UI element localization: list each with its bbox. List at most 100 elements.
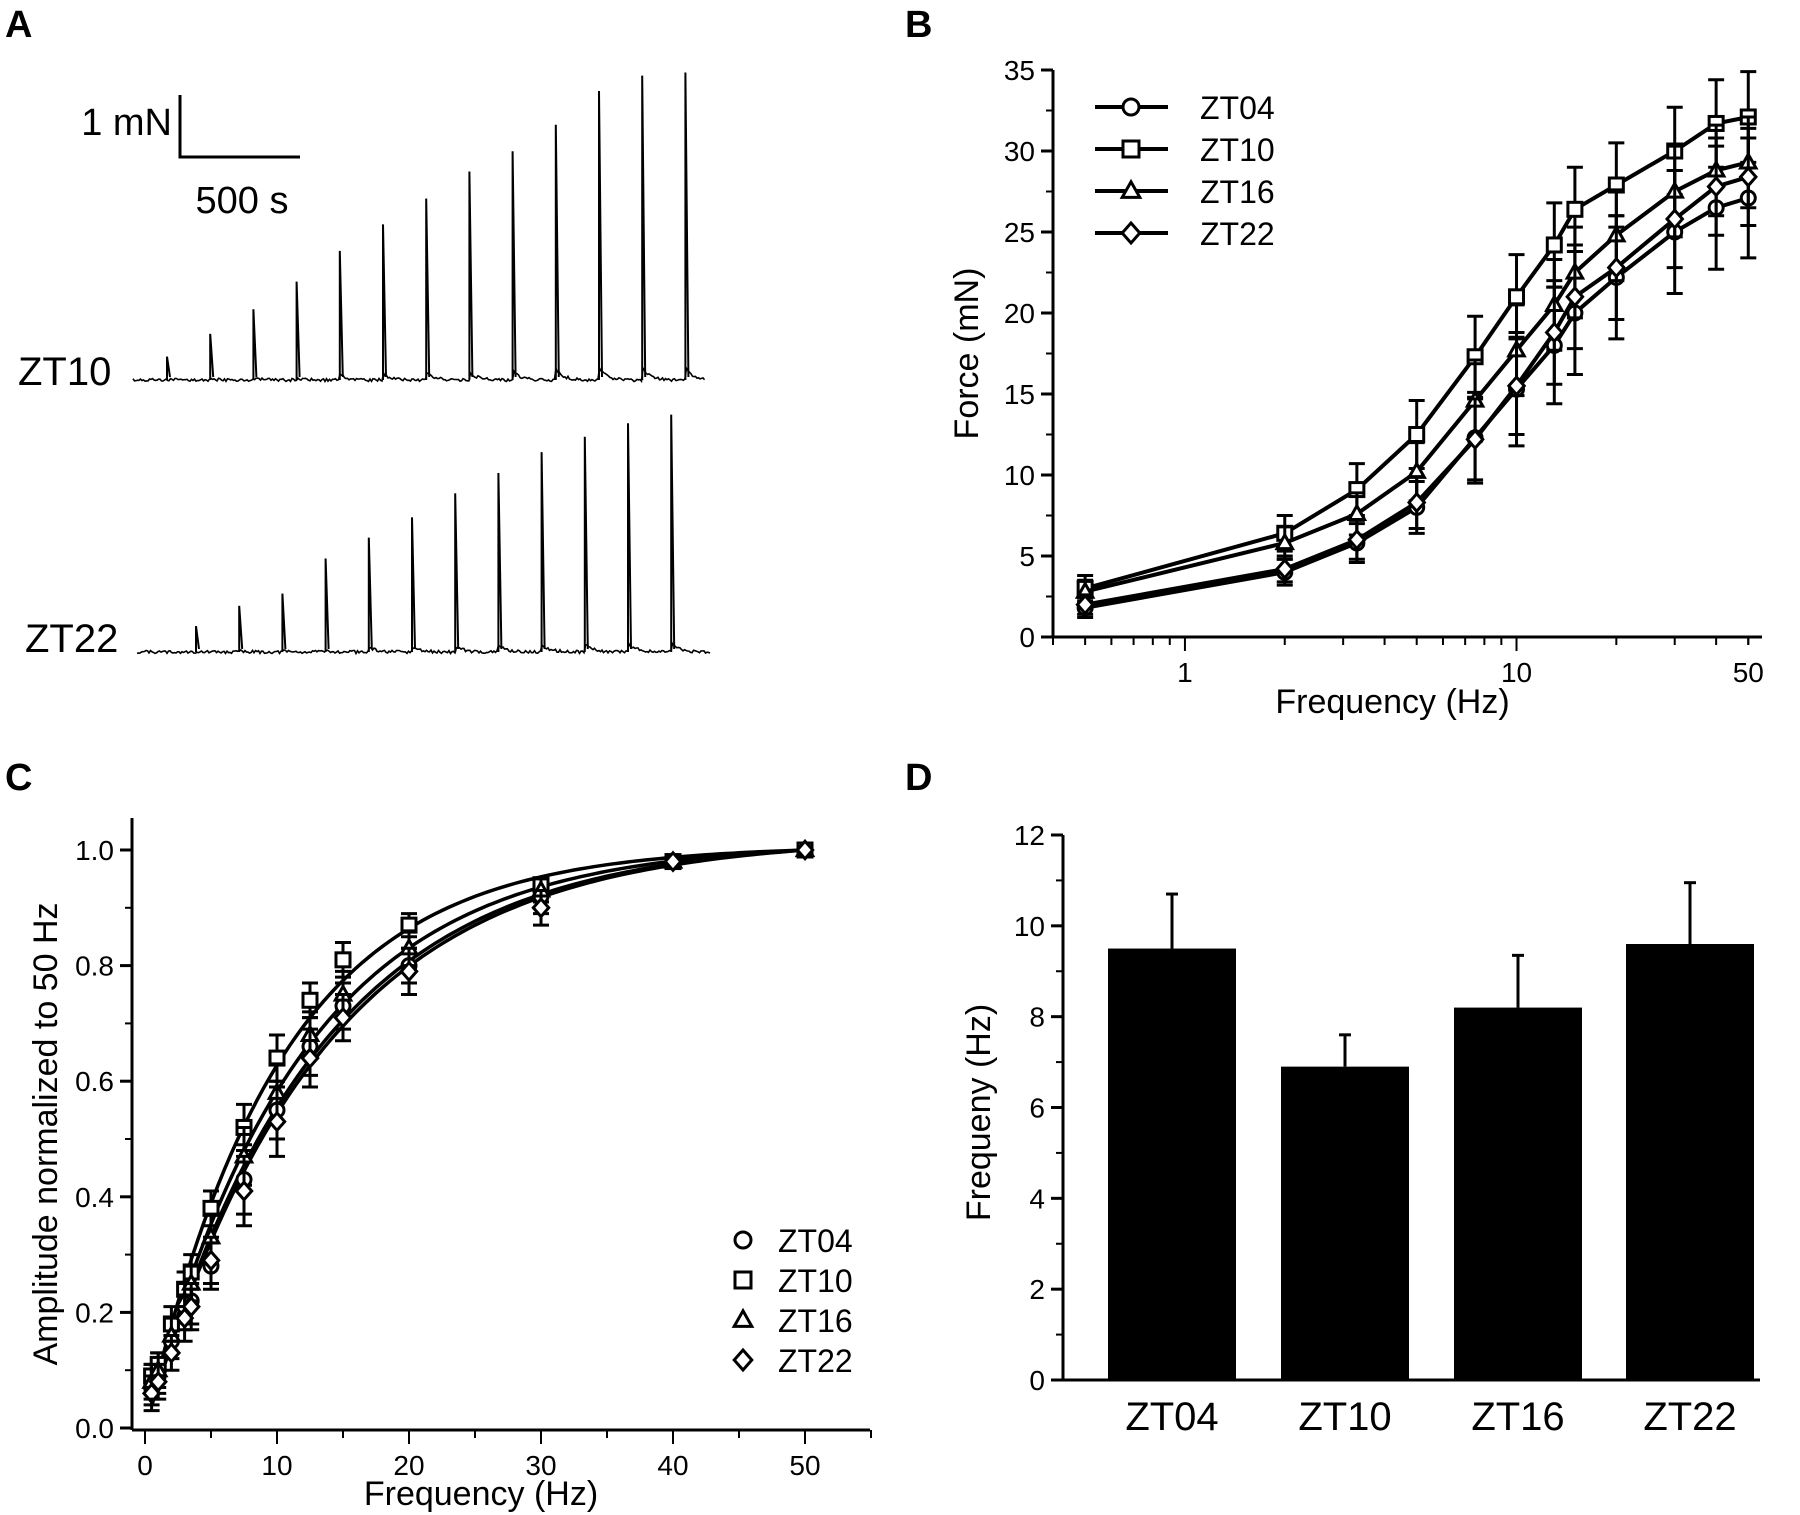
y-tick-label: 0.6 — [75, 1066, 114, 1097]
data-point-zt10 — [1566, 200, 1584, 218]
x-tick-label: 30 — [525, 1450, 556, 1481]
scale-bar — [178, 95, 300, 159]
trace-baseline-zt10 — [132, 365, 706, 384]
trace-label-zt10: ZT10 — [18, 350, 111, 394]
panel-label-d: D — [905, 757, 932, 799]
trace-spike-zt22 — [497, 473, 503, 652]
trace-spike-zt10 — [684, 72, 690, 380]
panel-label-b: B — [905, 4, 932, 46]
trace-spike-zt10 — [382, 224, 387, 380]
panel-label-c: C — [5, 757, 32, 799]
data-point-zt22 — [1075, 593, 1095, 616]
y-tick-label: 15 — [1004, 379, 1035, 410]
panel-b-chart: 0 5 10 15 20 25 30 35 1 10 50 Frequency (Hz) Force (… — [948, 55, 1764, 721]
data-point-zt22 — [1665, 208, 1685, 231]
legend-marker — [1121, 97, 1141, 117]
x-axis-label: Frequency (Hz) — [364, 1475, 598, 1513]
data-point-zt22 — [300, 1047, 320, 1070]
y-tick-label: 8 — [1029, 1002, 1045, 1033]
y-tick-label: 5 — [1019, 541, 1035, 572]
data-point-zt22 — [1738, 165, 1758, 188]
y-tick-label: 0.8 — [75, 951, 114, 982]
data-point-zt22 — [1544, 321, 1564, 344]
panel-d-chart: 0 2 4 6 8 10 12 Frequeny (Hz) ZT04 ZT10 ZT16 ZT22 — [960, 820, 1760, 1439]
data-point-zt10 — [334, 951, 352, 969]
y-axis-label: Amplitude normalized to 50 Hz — [27, 902, 65, 1365]
trace-spike-zt22 — [367, 537, 373, 652]
y-tick-label: 0 — [1019, 622, 1035, 653]
trace-spike-zt22 — [583, 436, 589, 652]
trace-spike-zt22 — [324, 558, 330, 652]
trace-spike-zt10 — [641, 75, 647, 380]
y-tick-label: 0.4 — [75, 1182, 114, 1213]
y-tick-label: 30 — [1004, 136, 1035, 167]
trace-spike-zt10 — [166, 356, 171, 380]
x-tick-label: 40 — [657, 1450, 688, 1481]
y-tick-label: 0.0 — [75, 1413, 114, 1444]
x-tick-label: 50 — [789, 1450, 820, 1481]
y-tick-label: 12 — [1014, 820, 1045, 851]
series-line-zt16 — [1084, 160, 1749, 594]
trace-spike-zt22 — [238, 605, 244, 652]
data-point-zt10 — [1508, 288, 1526, 306]
x-tick-label: 10 — [1501, 657, 1532, 688]
bar-zt04 — [1108, 948, 1236, 1380]
x-tick-label: 50 — [1733, 657, 1764, 688]
y-axis-label: Force (mN) — [948, 268, 986, 440]
data-point-zt22 — [181, 1295, 201, 1318]
bar-zt22 — [1626, 944, 1754, 1380]
x-tick-label: 10 — [261, 1450, 292, 1481]
legend-marker — [1120, 220, 1142, 246]
data-point-zt22 — [1565, 285, 1585, 308]
x-tick-label: 0 — [137, 1450, 153, 1481]
trace-spike-zt10 — [511, 151, 517, 380]
data-point-zt22 — [148, 1370, 168, 1393]
legend-marker — [1119, 178, 1143, 199]
trace-spike-zt10 — [209, 333, 215, 380]
data-point-zt22 — [663, 850, 683, 873]
legend-label: ZT04 — [1200, 90, 1275, 126]
trace-spike-zt10 — [252, 309, 258, 380]
y-tick-label: 6 — [1029, 1093, 1045, 1124]
trace-spike-zt10 — [338, 250, 344, 380]
trace-spike-zt10 — [554, 124, 560, 380]
trace-spike-zt10 — [295, 281, 301, 380]
legend-marker — [1121, 139, 1141, 159]
trace-spike-zt22 — [540, 452, 546, 652]
y-tick-label: 25 — [1004, 217, 1035, 248]
legend-marker — [731, 1307, 755, 1328]
y-tick-label: 0 — [1029, 1365, 1045, 1396]
data-point-zt22 — [531, 896, 551, 919]
data-point-zt22 — [1407, 491, 1427, 514]
trace-spike-zt22 — [411, 517, 416, 652]
trace-spike-zt22 — [195, 626, 200, 652]
y-tick-label: 10 — [1004, 460, 1035, 491]
data-point-zt10 — [1408, 426, 1426, 443]
data-point-zt10 — [1545, 236, 1563, 254]
legend-label: ZT22 — [778, 1343, 853, 1379]
data-point-zt16 — [1274, 531, 1296, 551]
x-tick-label: 1 — [1177, 657, 1193, 688]
data-point-zt22 — [201, 1249, 221, 1272]
legend-marker — [733, 1270, 753, 1290]
legend-label: ZT16 — [1200, 174, 1275, 210]
data-point-zt22 — [161, 1341, 182, 1364]
y-tick-label: 35 — [1004, 55, 1035, 86]
category-label: ZT22 — [1643, 1395, 1736, 1439]
trace-spike-zt10 — [598, 90, 603, 380]
legend-label: ZT04 — [778, 1223, 853, 1259]
data-point-zt22 — [1506, 374, 1527, 397]
legend-marker — [732, 1347, 754, 1373]
legend-marker — [733, 1230, 753, 1250]
legend-label: ZT10 — [778, 1263, 853, 1299]
trace-label-zt22: ZT22 — [25, 617, 118, 661]
legend-label: ZT16 — [778, 1303, 853, 1339]
panel-c-chart: 0.0 0.2 0.4 0.6 0.8 1.0 0 10 20 30 40 50 Frequency (… — [27, 818, 872, 1513]
data-point-zt22 — [1706, 175, 1726, 198]
y-tick-label: 1.0 — [75, 835, 114, 866]
y-tick-label: 10 — [1014, 911, 1045, 942]
data-point-zt22 — [399, 960, 419, 983]
legend-label: ZT22 — [1200, 216, 1275, 252]
scale-bar-time-label: 500 s — [196, 180, 289, 222]
